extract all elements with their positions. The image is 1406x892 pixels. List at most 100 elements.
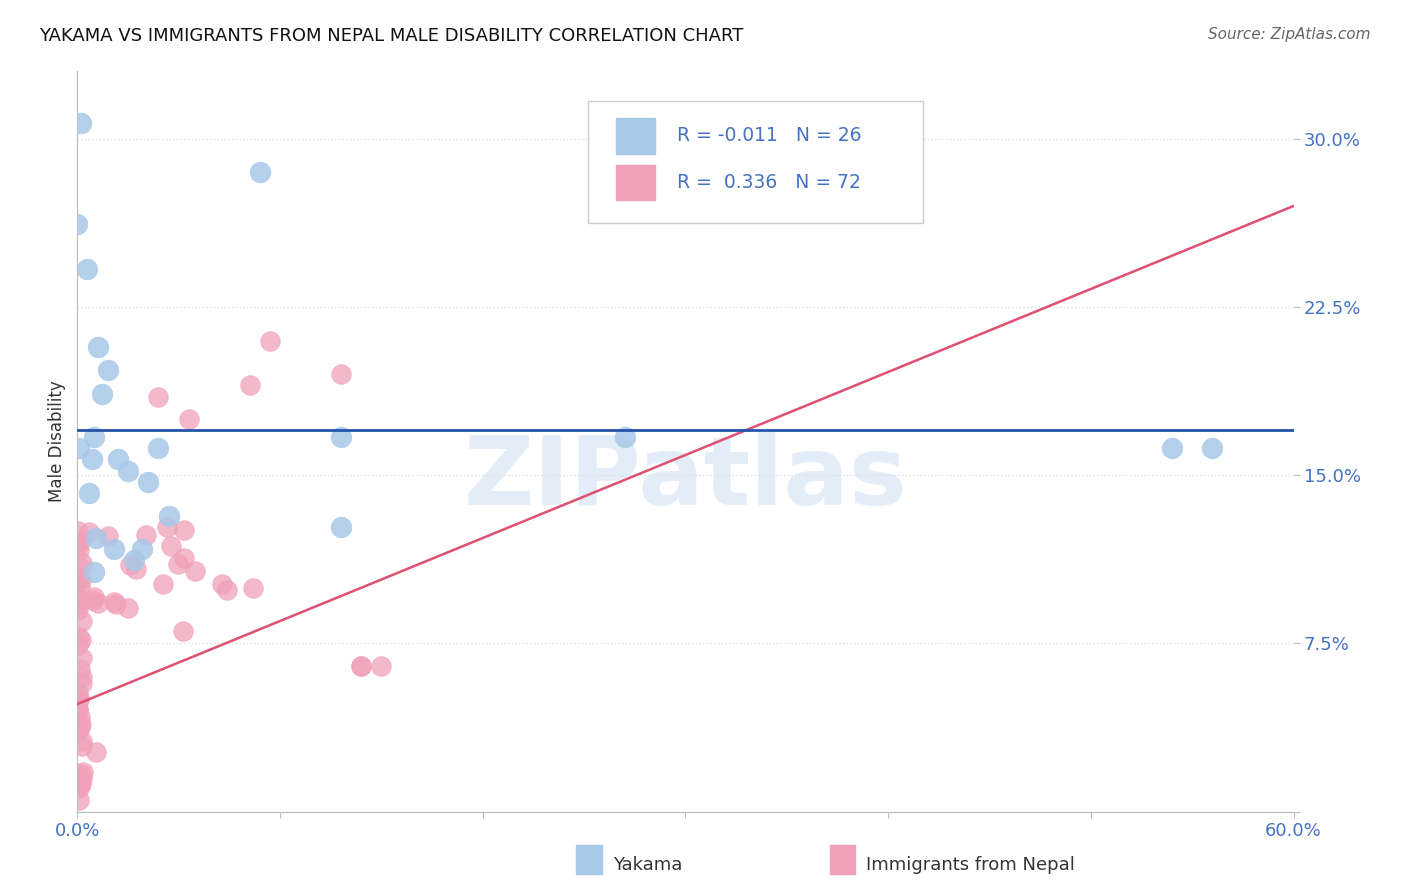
- Point: [69, 777, 91, 791]
- Point: [84, 531, 107, 545]
- Point: [83, 565, 105, 579]
- Point: [69, 597, 91, 611]
- Point: [80, 452, 103, 467]
- Point: [167, 557, 190, 571]
- Point: [66, 703, 89, 717]
- Point: [97, 528, 120, 542]
- Point: [135, 528, 157, 542]
- Point: [122, 553, 145, 567]
- Point: [103, 542, 125, 557]
- Point: [70, 772, 93, 786]
- Point: [69, 561, 91, 575]
- Point: [69, 767, 91, 781]
- Point: [97, 363, 120, 377]
- Point: [70, 574, 93, 588]
- Point: [84, 745, 107, 759]
- Point: [67, 630, 90, 644]
- Point: [329, 368, 352, 382]
- Point: [69, 579, 91, 593]
- Point: [156, 520, 179, 534]
- Point: [70, 734, 93, 748]
- Point: [69, 720, 91, 734]
- Text: ZIPatlas: ZIPatlas: [464, 432, 907, 525]
- Point: [66, 570, 89, 584]
- Point: [70, 632, 93, 647]
- Text: YAKAMA VS IMMIGRANTS FROM NEPAL MALE DISABILITY CORRELATION CHART: YAKAMA VS IMMIGRANTS FROM NEPAL MALE DIS…: [39, 27, 744, 45]
- Point: [66, 702, 89, 716]
- Point: [69, 662, 91, 676]
- Point: [67, 686, 90, 700]
- Point: [66, 217, 89, 231]
- FancyBboxPatch shape: [588, 101, 922, 223]
- Point: [152, 577, 174, 591]
- Point: [83, 430, 105, 444]
- Point: [72, 764, 94, 779]
- Point: [67, 603, 90, 617]
- Point: [329, 430, 352, 444]
- Point: [66, 638, 89, 652]
- Point: [69, 533, 91, 548]
- Point: [103, 594, 125, 608]
- Bar: [830, 846, 855, 874]
- Point: [131, 542, 153, 557]
- Point: [67, 542, 90, 557]
- Text: Immigrants from Nepal: Immigrants from Nepal: [866, 856, 1076, 874]
- Point: [79, 486, 101, 500]
- Point: [329, 520, 352, 534]
- Text: Yakama: Yakama: [613, 856, 682, 874]
- Point: [67, 691, 90, 706]
- Point: [86, 596, 108, 610]
- Point: [67, 538, 90, 552]
- Point: [70, 651, 93, 665]
- Bar: [616, 165, 655, 200]
- Point: [148, 442, 170, 456]
- Point: [350, 659, 373, 673]
- Point: [242, 581, 264, 595]
- Text: Source: ZipAtlas.com: Source: ZipAtlas.com: [1208, 27, 1371, 42]
- Point: [173, 523, 195, 537]
- Point: [67, 777, 90, 791]
- Point: [83, 590, 105, 604]
- Point: [67, 781, 90, 796]
- Point: [120, 558, 142, 572]
- Point: [66, 524, 89, 539]
- Point: [613, 430, 636, 444]
- Point: [125, 562, 148, 576]
- Point: [86, 340, 108, 354]
- Y-axis label: Male Disability: Male Disability: [48, 381, 66, 502]
- Bar: [576, 846, 602, 874]
- Point: [72, 676, 94, 690]
- Point: [66, 572, 89, 586]
- Point: [69, 710, 91, 724]
- Text: R =  0.336   N = 72: R = 0.336 N = 72: [676, 173, 860, 192]
- Text: R = -0.011   N = 26: R = -0.011 N = 26: [676, 127, 862, 145]
- Point: [370, 659, 392, 673]
- Point: [70, 556, 93, 570]
- Point: [215, 582, 238, 597]
- Point: [177, 412, 200, 426]
- Point: [70, 669, 93, 683]
- Point: [184, 564, 207, 578]
- Point: [70, 116, 93, 130]
- Point: [117, 464, 139, 478]
- Point: [90, 387, 112, 401]
- Point: [66, 770, 89, 784]
- Point: [172, 624, 194, 638]
- Point: [350, 659, 373, 673]
- Point: [67, 692, 90, 706]
- Point: [66, 724, 89, 739]
- Point: [104, 598, 127, 612]
- Point: [157, 508, 180, 523]
- Point: [69, 591, 91, 606]
- Point: [160, 539, 183, 553]
- Point: [77, 525, 100, 540]
- Point: [117, 601, 139, 615]
- Bar: [616, 118, 655, 153]
- Point: [82, 593, 104, 607]
- Point: [67, 793, 90, 807]
- Point: [259, 334, 281, 348]
- Point: [1201, 442, 1223, 456]
- Point: [70, 717, 93, 731]
- Point: [1161, 442, 1184, 456]
- Point: [69, 593, 91, 607]
